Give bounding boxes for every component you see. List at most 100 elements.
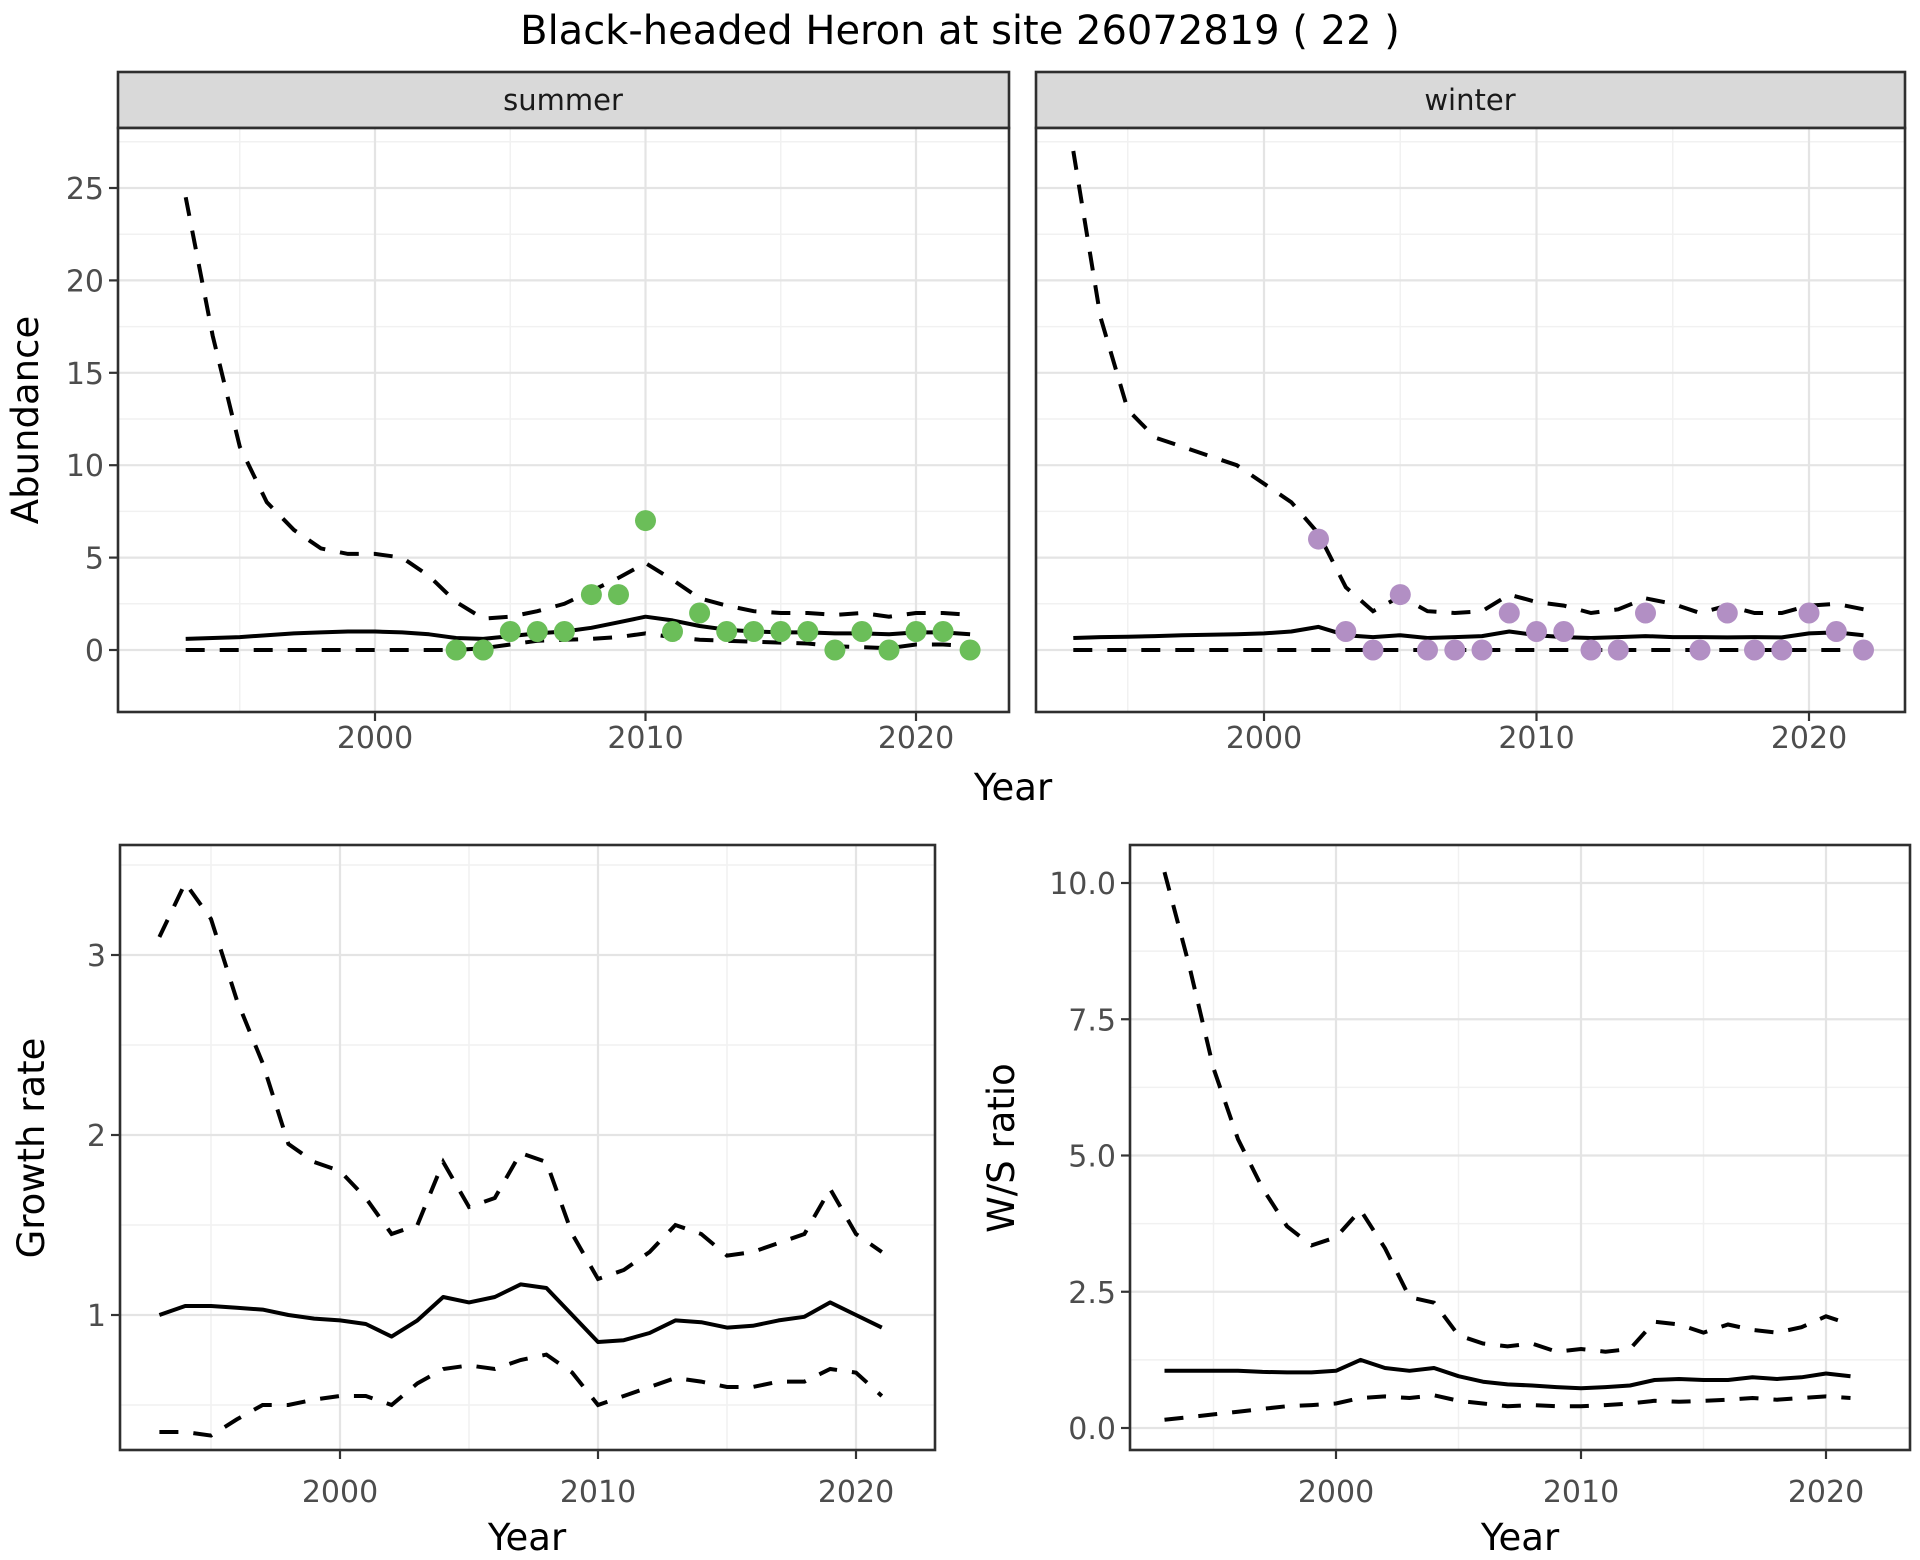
- growth-y-axis-title: Growth rate: [10, 1038, 53, 1259]
- growth-panel-background: [120, 845, 935, 1450]
- growth-x-tick-label: 2010: [560, 1475, 636, 1510]
- panel-growth-rate: 2000 2010 2020 1 2 3: [87, 843, 937, 1510]
- summer-panel-background: [118, 128, 1009, 712]
- summer-observation-point: [797, 621, 819, 642]
- panel-abundance-summer: 2000 2010 2020 0 5 10 15 20 25: [66, 126, 1011, 756]
- ws-y-tick-label: 5.0: [1068, 1140, 1116, 1175]
- summer-observation-point: [662, 621, 683, 642]
- winter-observation-point: [1716, 602, 1738, 624]
- ws-x-tick-label: 2010: [1543, 1475, 1619, 1510]
- winter-observation-point: [1771, 639, 1793, 661]
- growth-panel-border: [118, 843, 937, 1452]
- winter-observation-point: [1798, 602, 1820, 624]
- growth-x-axis-title: Year: [487, 1516, 567, 1559]
- figure-title: Black-headed Heron at site 26072819 ( 22…: [520, 8, 1400, 54]
- winter-panel-background: [1036, 128, 1905, 712]
- panel-ws-ratio: 2000 2010 2020 0.0 2.5 5.0 7.5 10.0: [1049, 843, 1912, 1510]
- summer-median-line: [185, 614, 971, 641]
- ws-y-tick-label: 2.5: [1068, 1276, 1116, 1311]
- growth-y-tick-label: 2: [87, 1119, 106, 1154]
- summer-y-tick-label: 25: [66, 172, 104, 207]
- growth-y-tick-label: 3: [87, 939, 106, 974]
- facet-strip-winter-label: winter: [1424, 83, 1515, 117]
- winter-observation-point: [1825, 621, 1847, 642]
- growth-x-tick-label: 2000: [302, 1475, 378, 1510]
- summer-observation-point: [689, 602, 711, 624]
- winter-observation-point: [1553, 621, 1575, 642]
- winter-observation-point: [1689, 639, 1711, 661]
- ws-panel-border: [1128, 843, 1912, 1452]
- winter-observation-point: [1308, 528, 1329, 550]
- winter-x-tick-label: 2000: [1226, 721, 1302, 756]
- winter-median-line: [1073, 624, 1864, 640]
- winter-observation-point: [1417, 639, 1438, 661]
- ws-panel-background: [1130, 845, 1910, 1450]
- growth-x-tick-label: 2020: [818, 1475, 894, 1510]
- ws-median-line: [1164, 1357, 1851, 1391]
- summer-observation-point: [824, 639, 846, 661]
- winter-x-tick-label: 2020: [1771, 721, 1847, 756]
- summer-x-tick-label: 2020: [878, 721, 954, 756]
- ws-y-tick-label: 0.0: [1068, 1412, 1116, 1447]
- panel-abundance-winter: 2000 2010 2020: [1034, 126, 1907, 756]
- winter-observation-point: [1744, 639, 1765, 661]
- summer-observation-point: [472, 639, 494, 661]
- summer-observation-point: [499, 621, 521, 642]
- summer-observation-point: [851, 621, 873, 642]
- ws-x-tick-label: 2020: [1788, 1475, 1864, 1510]
- summer-x-tick-label: 2010: [607, 721, 683, 756]
- winter-observation-point: [1853, 639, 1874, 661]
- ws-x-axis-title: Year: [1480, 1516, 1560, 1559]
- summer-observation-point: [526, 621, 548, 642]
- summer-x-tick-label: 2000: [337, 721, 413, 756]
- summer-observation-point: [932, 621, 954, 642]
- summer-observation-point: [716, 621, 738, 642]
- growth-upper-ci-line: [157, 879, 883, 1282]
- winter-observation-point: [1526, 621, 1547, 642]
- summer-panel-border: [116, 126, 1011, 714]
- summer-observation-point: [608, 584, 629, 606]
- facet-strip-winter-bg: [1034, 70, 1907, 130]
- summer-observation-point: [635, 510, 656, 532]
- abundance-x-axis-title: Year: [973, 766, 1053, 809]
- facet-strip-winter: winter: [1034, 70, 1907, 130]
- ws-y-tick-label: 10.0: [1049, 867, 1116, 902]
- summer-observation-point: [743, 621, 765, 642]
- growth-y-tick-label: 1: [87, 1299, 106, 1334]
- winter-observation-point: [1635, 602, 1656, 624]
- ws-y-tick-label: 7.5: [1068, 1003, 1116, 1038]
- summer-upper-ci-line: [183, 196, 971, 621]
- abundance-y-axis-title: Abundance: [4, 316, 47, 524]
- ws-upper-ci-line: [1162, 871, 1852, 1354]
- summer-y-tick-label: 20: [66, 264, 104, 299]
- summer-observation-point: [445, 639, 467, 661]
- summer-observation-point: [580, 584, 602, 606]
- summer-y-tick-label: 10: [66, 449, 104, 484]
- summer-y-tick-label: 5: [85, 542, 104, 577]
- summer-observation-point: [959, 639, 981, 661]
- winter-observation-point: [1498, 602, 1520, 624]
- summer-y-tick-label: 15: [66, 357, 104, 392]
- facet-strip-summer: summer: [116, 70, 1011, 130]
- growth-median-line: [158, 1282, 883, 1344]
- winter-observation-point: [1607, 639, 1629, 661]
- winter-observation-point: [1389, 584, 1411, 606]
- winter-observation-point: [1471, 639, 1493, 661]
- winter-x-tick-label: 2010: [1498, 721, 1574, 756]
- summer-observation-point: [878, 639, 900, 661]
- winter-panel-border: [1034, 126, 1907, 714]
- summer-y-tick-label: 0: [85, 634, 104, 669]
- winter-upper-ci-line: [1071, 150, 1864, 616]
- winter-observation-point: [1362, 639, 1384, 661]
- ws-x-tick-label: 2000: [1298, 1475, 1374, 1510]
- growth-lower-ci-line: [159, 1352, 884, 1438]
- ws-y-axis-title: W/S ratio: [980, 1063, 1023, 1233]
- winter-observation-point: [1335, 621, 1357, 642]
- summer-observation-point: [905, 621, 927, 642]
- facet-strip-summer-label: summer: [503, 83, 623, 117]
- facet-strip-summer-bg: [116, 70, 1011, 130]
- summer-observation-point: [553, 621, 575, 642]
- summer-observation-point: [770, 621, 792, 642]
